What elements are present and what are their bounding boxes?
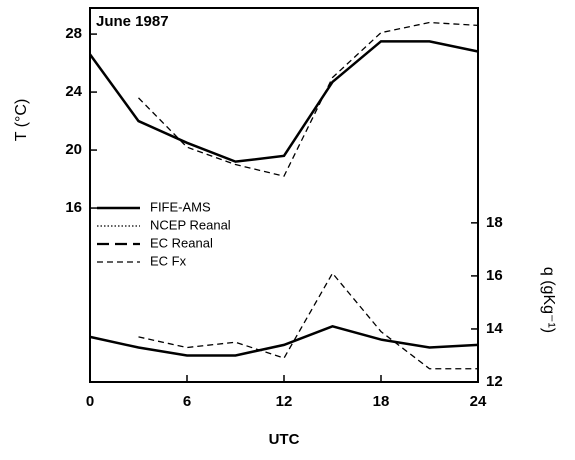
y-tick-label: 24	[65, 83, 82, 100]
y-axis-label: T (°C)	[13, 99, 30, 142]
y2-tick-label: 12	[486, 373, 503, 390]
y2-tick-label: 18	[486, 214, 503, 231]
legend-label: EC Reanal	[150, 235, 213, 250]
x-tick-label: 12	[276, 393, 293, 410]
y-tick-label: 20	[65, 141, 82, 158]
x-tick-label: 18	[373, 393, 390, 410]
x-tick-label: 6	[183, 393, 191, 410]
series-line	[89, 324, 479, 357]
y2-tick-label: 16	[486, 267, 503, 284]
legend-label: FIFE-AMS	[150, 199, 211, 214]
x-tick-label: 0	[86, 393, 94, 410]
chart-title: June 1987	[96, 13, 169, 30]
y-tick-label: 16	[65, 199, 82, 216]
series-line	[88, 40, 479, 163]
y2-tick-label: 14	[486, 320, 503, 337]
x-axis-label: UTC	[269, 431, 300, 448]
y2-axis-label: q (gKg⁻¹)	[540, 267, 557, 333]
legend-label: EC Fx	[150, 253, 187, 268]
x-tick-label: 24	[470, 393, 487, 410]
series-line	[138, 21, 479, 177]
plot-frame	[89, 7, 479, 383]
legend-label: NCEP Reanal	[150, 217, 231, 232]
series-line	[138, 272, 478, 370]
y-tick-label: 28	[65, 25, 82, 42]
